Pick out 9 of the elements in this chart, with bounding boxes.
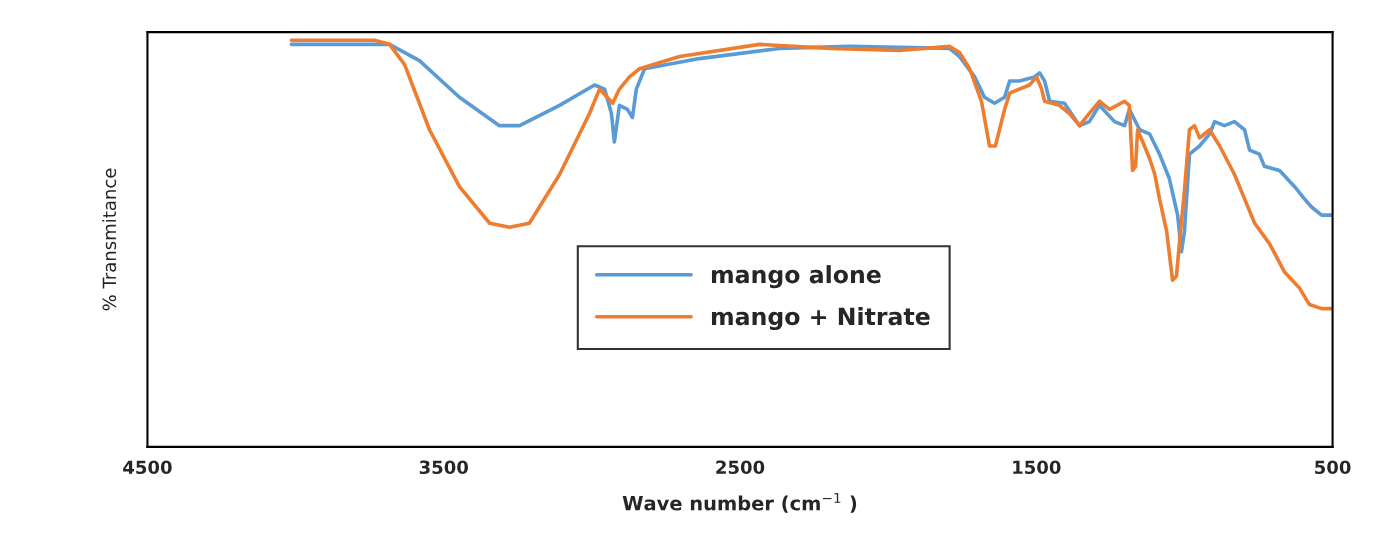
x-tick-label: 2500 (716, 460, 765, 475)
x-tick-label: 4500 (123, 460, 172, 475)
x-tick-label: 3500 (419, 460, 468, 475)
y-axis-title: % Transmitance (102, 168, 117, 311)
legend-label: mango alone (711, 265, 881, 289)
x-tick-label: 500 (1315, 460, 1351, 475)
x-tick-label: 1500 (1013, 460, 1061, 475)
legend-label: mango + Nitrate (711, 307, 930, 331)
x-axis-title: Wave number (cm$^{−1}$ ) (622, 492, 857, 513)
